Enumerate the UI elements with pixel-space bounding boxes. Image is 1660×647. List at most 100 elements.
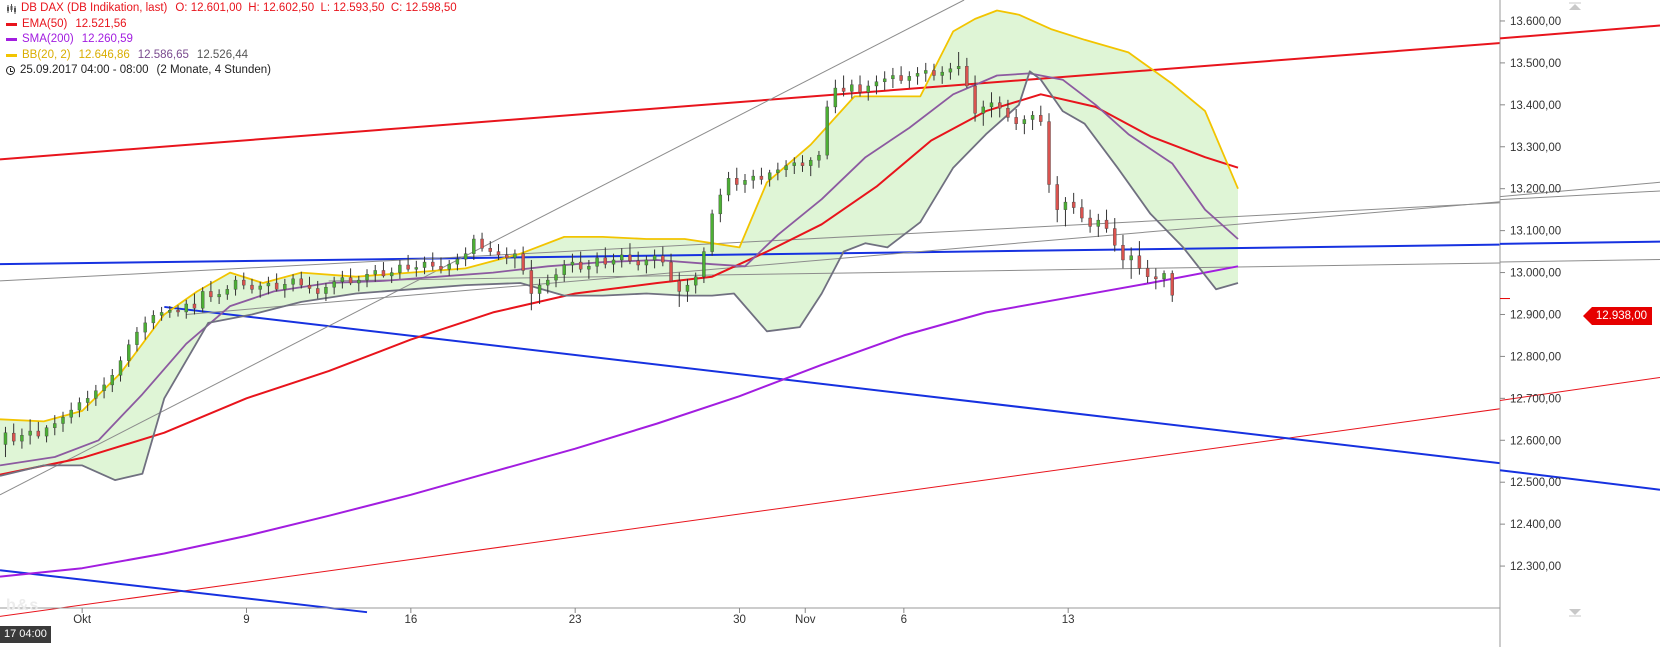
candle-body <box>357 279 361 284</box>
candle-body <box>644 259 649 266</box>
bollinger-band-area <box>0 10 1238 481</box>
candle-body <box>661 255 665 263</box>
candle-body <box>529 270 534 294</box>
trendline-blue-descending[interactable] <box>164 305 1561 472</box>
candle-body <box>307 284 312 289</box>
candle-body <box>85 398 90 403</box>
candle-body <box>537 284 542 294</box>
legend-bb-mid: 12.586,65 <box>137 48 189 61</box>
candle-body <box>858 84 862 93</box>
x-tick-label: 23 <box>569 614 582 626</box>
candle-body <box>1055 184 1059 210</box>
candlestick-chart-icon <box>7 3 16 14</box>
trendline-red-channel-lower[interactable] <box>0 399 1561 617</box>
x-tick-label: 13 <box>1062 614 1075 626</box>
x-tick-label: 6 <box>901 614 907 626</box>
candle-body <box>299 278 303 286</box>
candle-body <box>702 251 706 277</box>
candle-body <box>932 70 936 76</box>
candle-body <box>1088 217 1092 227</box>
candle-body <box>850 84 854 92</box>
y-tick-label: 13.500,00 <box>1510 58 1561 70</box>
legend-ohlc: O: 12.601,00 H: 12.602,50 L: 12.593,50 C… <box>175 2 457 14</box>
legend-instrument-row: DB DAX (DB Indikation, last) O: 12.601,0… <box>6 1 457 17</box>
candle-body <box>636 260 640 266</box>
trendline-gray-flat[interactable] <box>328 261 1561 282</box>
candle-body <box>77 402 82 411</box>
candle-body <box>587 266 591 270</box>
candle-body <box>989 102 994 108</box>
candle-body <box>1014 117 1018 124</box>
candle-body <box>274 282 279 290</box>
trendline-red-channel-upper[interactable] <box>0 37 1561 161</box>
legend-sma-row[interactable]: SMA(200) 12.260,59 <box>6 32 457 48</box>
candle-body <box>693 276 698 286</box>
candle-body <box>373 270 377 275</box>
scroll-down-icon[interactable] <box>1568 608 1582 617</box>
trendline-extension-gray-fan-2 <box>1499 181 1660 198</box>
legend-ema-row[interactable]: EMA(50) 12.521,56 <box>6 17 457 33</box>
sma-swatch <box>6 38 17 42</box>
candle-body <box>414 267 419 270</box>
candle-body <box>463 253 468 260</box>
trendline-extension-red-channel-lower <box>1499 376 1660 401</box>
trendline-blue-lower-left[interactable] <box>0 569 368 614</box>
candle-body <box>595 257 599 267</box>
scroll-up-icon[interactable] <box>1568 2 1582 11</box>
candle-body <box>800 162 805 166</box>
trendline-blue-resistance[interactable] <box>0 242 1561 266</box>
candle-body <box>866 85 870 93</box>
candle-body <box>809 159 813 166</box>
clock-icon <box>6 66 15 76</box>
y-tick-label: 12.800,00 <box>1510 351 1561 363</box>
last-price-badge: 12.938,00 <box>1582 307 1652 325</box>
candle-body <box>1039 115 1043 122</box>
y-tick-label: 13.200,00 <box>1510 184 1561 196</box>
candle-body <box>718 194 723 215</box>
candle-body <box>266 282 271 287</box>
candle-body <box>398 264 402 273</box>
legend-instrument: DB DAX (DB Indikation, last) <box>21 2 168 14</box>
candle-body <box>776 169 780 173</box>
candle-body <box>899 75 903 81</box>
candle-body <box>652 255 657 261</box>
trendline-gray-fan-1[interactable] <box>0 199 1561 282</box>
candle-body <box>365 274 369 281</box>
candle-body <box>69 409 73 418</box>
candle-body <box>554 274 558 281</box>
candle-body <box>817 154 821 161</box>
candle-body <box>61 417 65 424</box>
candle-body <box>546 279 550 286</box>
legend-period: 25.09.2017 04:00 - 08:00 <box>20 64 149 76</box>
candle-body <box>973 85 977 114</box>
y-tick-label: 12.400,00 <box>1510 519 1561 531</box>
candle-body <box>118 360 123 376</box>
candle-body <box>200 291 205 309</box>
candle-body <box>710 213 714 252</box>
candle-body <box>431 261 435 267</box>
x-tick-label: 30 <box>733 614 746 626</box>
candle-body <box>447 263 451 270</box>
candle-body <box>907 76 912 81</box>
candle-body <box>965 66 969 87</box>
chart-legend: DB DAX (DB Indikation, last) O: 12.601,0… <box>6 1 457 79</box>
legend-period-row: 25.09.2017 04:00 - 08:00 (2 Monate, 4 St… <box>6 63 457 79</box>
candle-body <box>1113 228 1117 246</box>
x-tick-label: Nov <box>795 614 816 626</box>
legend-bb-upper: 12.646,86 <box>78 48 130 61</box>
candle-body <box>1170 273 1174 296</box>
indicator-lines <box>0 9 1239 578</box>
trendline-extension-gray-fan-1 <box>1499 190 1660 201</box>
candle-body <box>225 289 230 295</box>
legend-bb-row[interactable]: BB(20, 2) 12.646,86 12.586,65 12.526,44 <box>6 48 457 64</box>
candle-body <box>406 264 410 270</box>
candle-body <box>1154 276 1158 280</box>
trendline-gray-fan-2[interactable] <box>186 196 1561 315</box>
legend-period-detail: (2 Monate, 4 Stunden) <box>156 64 271 76</box>
candle-body <box>1071 201 1076 208</box>
candle-body <box>726 178 731 196</box>
legend-ema-value: 12.521,56 <box>75 17 127 30</box>
legend-bb-lower: 12.526,44 <box>196 48 249 61</box>
